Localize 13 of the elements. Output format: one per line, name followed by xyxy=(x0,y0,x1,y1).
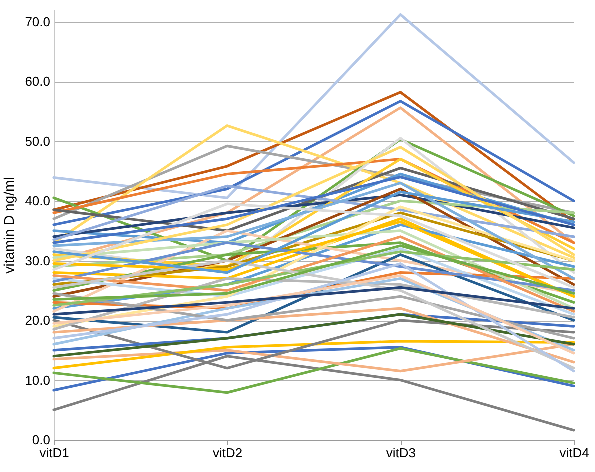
x-tick-label: vitD3 xyxy=(386,446,416,460)
y-tick-label: 50.0 xyxy=(25,134,50,149)
x-tick-label: vitD4 xyxy=(560,446,590,460)
y-tick-label: 40.0 xyxy=(25,194,50,209)
y-tick-label: 30.0 xyxy=(25,253,50,268)
y-tick-label: 60.0 xyxy=(25,74,50,90)
x-tick-label: vitD2 xyxy=(213,446,243,460)
y-tick-label: 0.0 xyxy=(32,432,50,448)
y-axis-title: vitamin D ng/ml xyxy=(1,177,18,274)
y-tick-label: 20.0 xyxy=(25,313,50,328)
x-tick-label: vitD1 xyxy=(40,446,70,460)
y-tick-label: 10.0 xyxy=(25,372,50,388)
y-tick-label: 70.0 xyxy=(25,14,50,30)
